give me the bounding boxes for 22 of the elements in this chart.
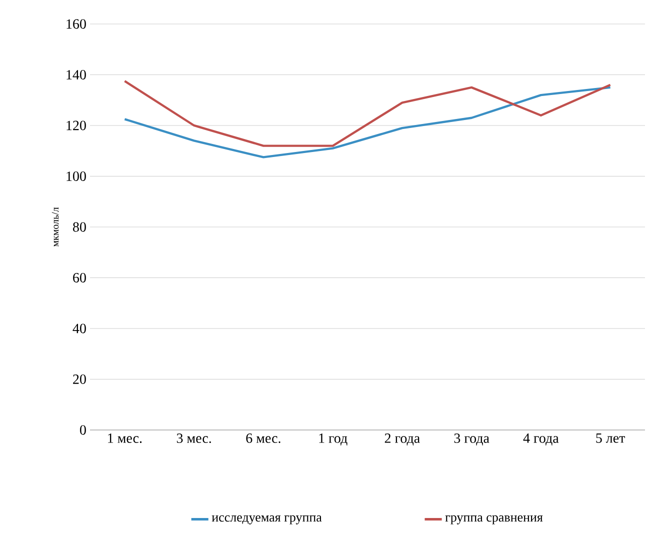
y-tick-label: 40 bbox=[72, 324, 86, 334]
line-series bbox=[124, 86, 612, 158]
legend-label: исследуемая группа bbox=[212, 515, 322, 524]
x-tick-label: 5 лет bbox=[596, 434, 625, 443]
y-tick-label: 100 bbox=[66, 172, 86, 181]
line-series bbox=[124, 80, 612, 147]
y-tick-label: 120 bbox=[66, 120, 86, 130]
x-tick-label: 4 года bbox=[523, 434, 559, 446]
x-tick-label: 1 мес. bbox=[108, 434, 142, 443]
y-tick-label: 0 bbox=[80, 425, 86, 435]
x-tick-label: 3 года bbox=[454, 434, 490, 446]
y-axis-title: мкмоль/л bbox=[52, 207, 59, 247]
y-tick-label: 140 bbox=[66, 70, 86, 80]
y-tick-label: 60 bbox=[73, 273, 86, 282]
legend-label: группа сравнения bbox=[445, 515, 543, 524]
y-tick-label: 80 bbox=[73, 222, 86, 232]
x-tick-label: 2 года bbox=[384, 434, 420, 446]
x-tick-label: 3 мес. bbox=[176, 434, 211, 443]
x-tick-label: 1 год bbox=[319, 434, 348, 446]
y-tick-label: 20 bbox=[73, 374, 86, 384]
x-tick-label: 6 мес. bbox=[246, 434, 280, 443]
y-tick-label: 160 bbox=[66, 19, 86, 29]
